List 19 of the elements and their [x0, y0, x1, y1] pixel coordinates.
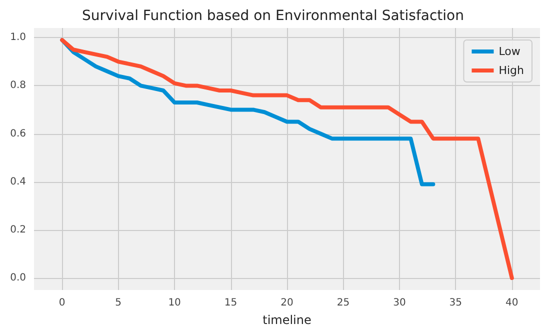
x-axis-title: timeline [262, 313, 312, 327]
x-tick-label: 15 [224, 298, 238, 308]
x-tick-label: 0 [58, 298, 66, 308]
y-tick-label: 0.4 [10, 176, 26, 188]
x-tick-label: 40 [506, 298, 518, 308]
x-tick-label: 30 [393, 298, 406, 308]
x-tick-label: 20 [280, 298, 294, 308]
x-tick-label: 25 [336, 298, 350, 308]
y-tick-label: 0.6 [10, 128, 26, 140]
legend-label: High [498, 64, 524, 77]
y-tick-label: 0.0 [10, 272, 26, 284]
chart-title: Survival Function based on Environmental Satisfaction [82, 8, 464, 24]
legend-label: Low [498, 45, 520, 58]
x-tick-label: 5 [115, 298, 122, 308]
y-tick-label: 0.8 [10, 80, 26, 92]
y-tick-label: 1.0 [10, 32, 26, 44]
y-tick-label: 0.2 [10, 224, 26, 236]
x-tick-label: 35 [449, 298, 462, 308]
x-tick-label: 10 [168, 298, 181, 308]
